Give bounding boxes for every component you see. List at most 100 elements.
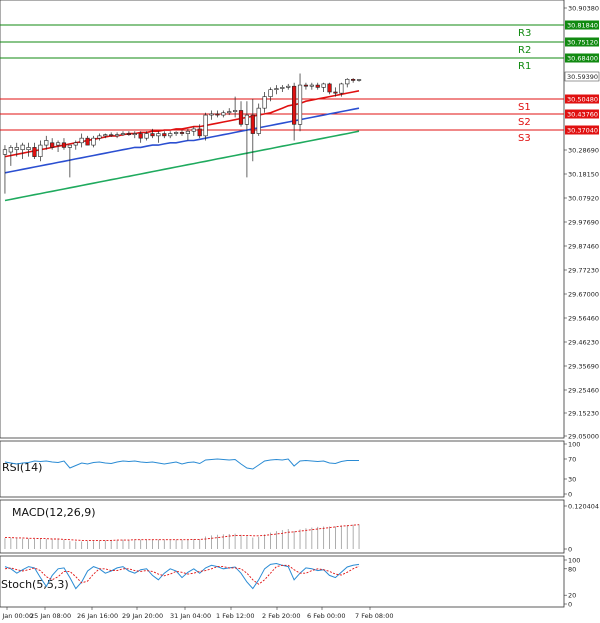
level-value-r2: 30.75120 [567,38,598,46]
level-name-r1: R1 [518,61,531,72]
candle-body [227,111,232,114]
candle-body [132,133,137,136]
x-tick-label: 29 Jan 20:00 [122,612,163,620]
x-tick-label: 7 Feb 08:00 [355,612,394,620]
candle-body [103,134,108,137]
level-name-s1: S1 [518,102,531,113]
candle-body [191,128,196,132]
candle-body [156,133,161,137]
macd-signal-line [5,524,360,541]
candle-body [286,85,291,88]
candle-body [85,137,90,146]
y-tick-label: 29.97690 [568,219,599,227]
macd-title: MACD(12,26,9) [12,506,96,519]
candle-body [67,144,72,148]
candle-body [268,89,273,97]
stoch-tick-label: 0 [568,601,572,609]
candle-body [26,147,31,151]
candle-body [292,85,297,125]
rsi-tick-label: 70 [568,456,576,464]
stoch-title: Stoch(5,5,3) [1,578,69,591]
rsi-tick-label: 30 [568,476,576,484]
candle-body [114,134,120,137]
pivot-levels: R3 30.81840 R2 30.75120 R1 30.68400 S1 30.50480… [0,20,599,144]
macd-series: 0.120404 0 [4,503,599,554]
candle-body [262,96,267,109]
candle-body [44,140,49,146]
candle-body [215,113,220,116]
rsi-line [4,458,359,470]
candle-body [221,112,226,116]
candle-body [351,78,356,81]
candle-body [55,142,61,146]
level-tag-s1 [565,94,599,104]
level-value-s3: 30.37040 [567,126,598,134]
level-value-s2: 30.43760 [567,110,598,118]
candle-body [20,144,25,151]
candle-body [173,132,179,134]
candle-body [256,107,261,134]
candle-body [345,78,350,85]
candle-body [333,91,338,94]
candle-body [203,114,208,137]
candle-body [274,88,279,90]
level-name-s3: S3 [518,133,531,144]
rsi-tick-label: 0 [568,491,572,499]
y-tick-label: 29.56460 [568,315,599,323]
candle-body [233,110,238,112]
x-tick-label: 1 Feb 12:00 [216,612,255,620]
x-tick-label: 26 Jan 16:00 [77,612,118,620]
rsi-tick-label: 100 [568,441,580,449]
x-tick-label: 25 Jan 08:00 [30,612,71,620]
level-name-r2: R2 [518,45,531,56]
candle-body [250,114,255,134]
candle-body [238,110,244,125]
candle-body [315,84,320,88]
x-tick-label: 31 Jan 04:00 [170,612,211,620]
stoch-d-line [4,564,360,585]
level-value-r3: 30.81840 [567,21,598,29]
current-price-label: 30.59390 [567,73,598,81]
current-price-box [564,71,600,82]
y-tick-label: 30.28690 [568,147,599,155]
level-tag-r2 [565,37,599,47]
main-panel [0,0,565,439]
candle-body [109,134,114,137]
y-tick-label: 29.46230 [568,339,599,347]
candle-body [144,133,149,139]
candle-body [97,135,102,139]
candle-body [244,114,250,125]
y-tick-label: 29.05000 [568,433,599,441]
candle-body [209,113,214,116]
candle-body [73,142,78,146]
stoch-tick-label: 20 [568,592,576,600]
y-tick-label: 29.15230 [568,410,599,418]
candle-body [150,133,155,137]
candle-body [8,147,13,153]
main-y-axis: 30.90380 30.18150 30.07920 29.97690 29.87460… [564,5,599,441]
candle-body [120,133,126,136]
macd-tick-label: 0 [568,546,572,554]
candle-body [61,142,67,148]
candle-body [162,133,167,137]
y-tick-label: 29.35690 [568,363,599,371]
stoch-tick-label: 100 [568,557,580,565]
y-tick-label: 30.18150 [568,171,599,179]
ma-green-line [4,130,360,202]
candle-body [339,83,344,94]
x-tick-label: 2 Feb 20:00 [262,612,301,620]
y-tick-label: 29.67000 [568,291,599,299]
y-tick-label: 30.07920 [568,195,599,203]
candle-body [79,137,84,144]
level-value-r1: 30.68400 [567,54,598,62]
candle-body [32,147,37,157]
candle-body [309,84,314,87]
candle-body [50,142,55,148]
x-tick-label: 6 Feb 00:00 [307,612,346,620]
level-tag-s2 [565,109,599,119]
level-name-r3: R3 [518,28,531,39]
stoch-panel [0,555,565,608]
candle-body [321,83,326,88]
